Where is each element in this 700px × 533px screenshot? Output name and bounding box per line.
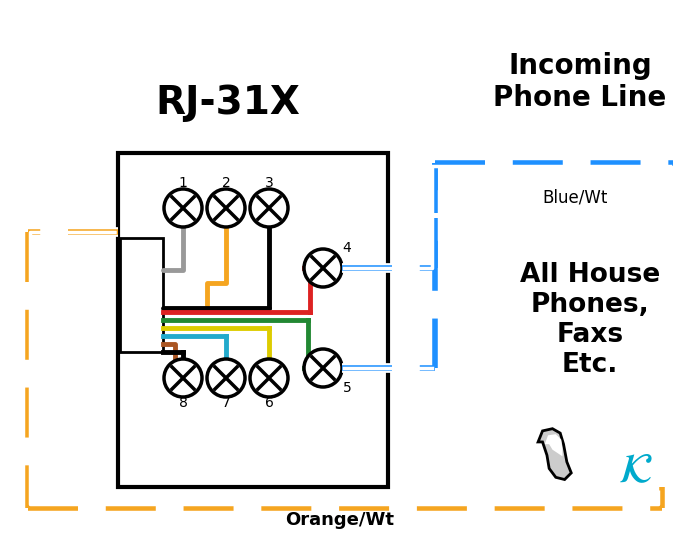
- Text: Orange/Wt: Orange/Wt: [286, 511, 395, 529]
- Circle shape: [164, 189, 202, 227]
- Text: 5: 5: [342, 381, 351, 395]
- Circle shape: [207, 189, 245, 227]
- Bar: [120, 238, 163, 352]
- PathPatch shape: [538, 429, 571, 480]
- Text: RJ-31X: RJ-31X: [155, 84, 300, 122]
- Text: 3: 3: [265, 176, 274, 190]
- Circle shape: [164, 359, 202, 397]
- Text: Incoming
Phone Line: Incoming Phone Line: [494, 52, 666, 111]
- Text: 1: 1: [178, 176, 188, 190]
- Bar: [118, 153, 388, 487]
- Text: All House
Phones,
Faxs
Etc.: All House Phones, Faxs Etc.: [520, 262, 660, 378]
- Circle shape: [207, 359, 245, 397]
- Circle shape: [250, 189, 288, 227]
- Text: Blue/Wt: Blue/Wt: [542, 189, 608, 207]
- Circle shape: [304, 349, 342, 387]
- Text: 4: 4: [342, 241, 351, 255]
- Text: 2: 2: [222, 176, 230, 190]
- Circle shape: [250, 359, 288, 397]
- Text: 6: 6: [265, 396, 274, 410]
- Circle shape: [304, 249, 342, 287]
- Text: 7: 7: [222, 396, 230, 410]
- Text: 8: 8: [178, 396, 188, 410]
- PathPatch shape: [545, 434, 562, 456]
- Text: $\mathcal{K}$: $\mathcal{K}$: [617, 449, 652, 491]
